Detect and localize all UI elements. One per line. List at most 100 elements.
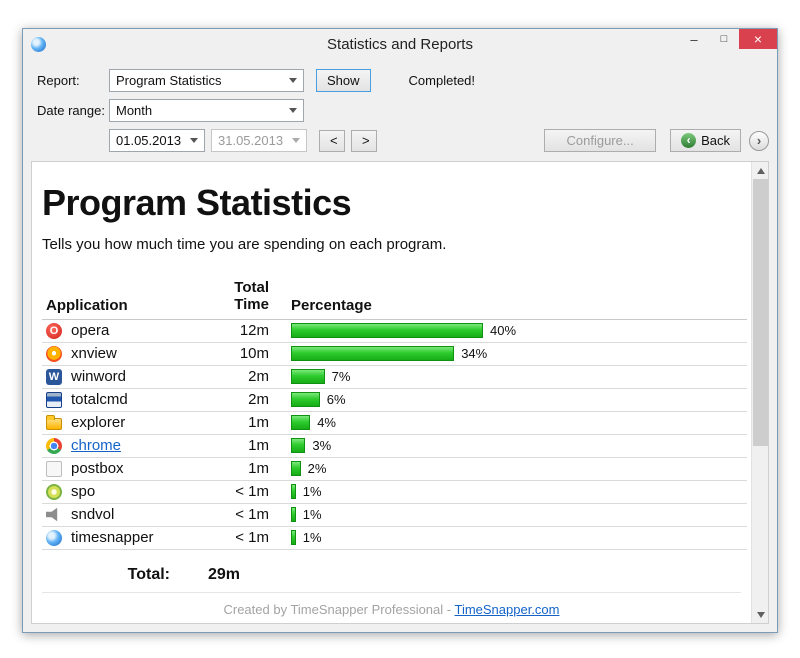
app-name: timesnapper	[71, 529, 154, 546]
status-text: Completed!	[408, 73, 476, 88]
total-time-value: 1m	[248, 413, 269, 431]
total-row: Total: 29m	[42, 566, 747, 584]
total-time-value: 2m	[248, 367, 269, 385]
percentage-label: 7%	[331, 369, 351, 384]
back-arrow-icon: ‹	[681, 133, 697, 148]
footer-text: Created by TimeSnapper Professional -	[223, 602, 455, 617]
total-time-value: 12m	[239, 321, 269, 339]
percentage-label: 1%	[302, 507, 322, 522]
percentage-label: 6%	[326, 392, 346, 407]
show-button[interactable]: Show	[316, 69, 371, 92]
app-name: xnview	[71, 345, 117, 362]
percentage-bar	[291, 461, 301, 476]
app-name: postbox	[71, 460, 124, 477]
opera-icon	[46, 322, 62, 339]
page-title: Program Statistics	[42, 182, 352, 223]
percentage-label: 34%	[461, 346, 488, 361]
report-select[interactable]: Program Statistics	[109, 69, 304, 92]
percentage-label: 1%	[302, 484, 322, 499]
back-button[interactable]: ‹ Back	[670, 129, 741, 152]
chevron-down-icon	[190, 138, 198, 143]
total-time-value: < 1m	[235, 528, 269, 546]
winword-icon	[46, 368, 62, 385]
arrow-down-icon	[756, 611, 765, 618]
maximize-button[interactable]: □	[720, 33, 728, 45]
percentage-bar	[291, 346, 455, 361]
next-period-button[interactable]: >	[351, 129, 377, 152]
date-range-label: Date range:	[37, 103, 105, 118]
percentage-bar	[291, 323, 483, 338]
timesnapper-icon	[46, 529, 62, 546]
app-name: winword	[71, 368, 127, 385]
report-label: Report:	[37, 73, 80, 88]
percentage-label: 3%	[312, 438, 332, 453]
table-row: spo < 1m 1%	[42, 481, 747, 504]
chrome-icon	[46, 437, 62, 454]
date-range-select-value: Month	[116, 103, 153, 118]
date-from-select[interactable]: 01.05.2013	[109, 129, 205, 152]
table-row: chrome 1m 3%	[42, 435, 747, 458]
percentage-bar	[291, 369, 325, 384]
app-name: opera	[71, 322, 110, 339]
app-name: spo	[71, 483, 96, 500]
postbox-icon	[46, 460, 62, 477]
percentage-bar	[291, 438, 306, 453]
app-name-link[interactable]: chrome	[71, 437, 122, 454]
spo-clock-icon	[46, 483, 62, 500]
chevron-down-icon	[292, 138, 300, 143]
app-window: Statistics and Reports – □ × Report: Pro…	[22, 28, 778, 633]
percentage-label: 1%	[302, 530, 322, 545]
report-subtitle: Tells you how much time you are spending…	[42, 236, 447, 253]
chevron-down-icon	[289, 108, 297, 113]
scrollbar-thumb[interactable]	[753, 179, 768, 447]
total-time-value: 2m	[248, 390, 269, 408]
table-row: explorer 1m 4%	[42, 412, 747, 435]
window-title: Statistics and Reports	[327, 35, 473, 53]
total-time-value: 10m	[239, 344, 269, 362]
percentage-label: 40%	[490, 323, 517, 338]
close-button[interactable]: ×	[739, 29, 777, 49]
date-to-value: 31.05.2013	[218, 133, 284, 148]
scroll-up-button[interactable]	[752, 162, 769, 179]
app-name: totalcmd	[71, 391, 128, 408]
scroll-down-button[interactable]	[752, 606, 769, 623]
column-application: Application	[46, 296, 128, 314]
percentage-label: 2%	[307, 461, 327, 476]
column-percentage: Percentage	[291, 296, 372, 314]
percentage-bar	[291, 530, 296, 545]
sndvol-speaker-icon	[46, 507, 58, 522]
total-time-value: < 1m	[235, 505, 269, 523]
percentage-bar	[291, 415, 311, 430]
minimize-button[interactable]: –	[690, 31, 698, 47]
totalcmd-icon	[46, 391, 62, 408]
date-from-value: 01.05.2013	[116, 133, 182, 148]
table-header: Application Total Time Percentage	[42, 279, 747, 320]
xnview-icon	[46, 345, 62, 362]
column-total-time: Total Time	[234, 279, 269, 314]
total-time-value: 1m	[248, 459, 269, 477]
total-value: 29m	[207, 565, 240, 583]
percentage-bar	[291, 392, 320, 407]
percentage-bar	[291, 484, 296, 499]
table-row: totalcmd 2m 6%	[42, 389, 747, 412]
report-panel: Program Statistics Tells you how much ti…	[31, 161, 769, 624]
percentage-label: 4%	[317, 415, 336, 430]
prev-period-button[interactable]: <	[319, 129, 345, 152]
app-name: explorer	[71, 414, 126, 431]
arrow-up-icon	[756, 167, 765, 174]
configure-button[interactable]: Configure...	[544, 129, 657, 152]
table-row: postbox 1m 2%	[42, 458, 747, 481]
vertical-scrollbar[interactable]	[751, 162, 768, 623]
date-to-select: 31.05.2013	[211, 129, 307, 152]
table-row: opera 12m 40%	[42, 320, 747, 343]
table-row: sndvol < 1m 1%	[42, 504, 747, 527]
timesnapper-link[interactable]: TimeSnapper.com	[454, 602, 560, 617]
table-row: xnview 10m 34%	[42, 343, 747, 366]
table-row: winword 2m 7%	[42, 366, 747, 389]
date-range-select[interactable]: Month	[109, 99, 304, 122]
percentage-bar	[291, 507, 296, 522]
report-body: Program Statistics Tells you how much ti…	[32, 162, 751, 623]
total-time-value: 1m	[248, 436, 269, 454]
forward-button[interactable]: ›	[749, 130, 769, 151]
toolbar: Report: Program Statistics Show Complete…	[23, 59, 777, 160]
